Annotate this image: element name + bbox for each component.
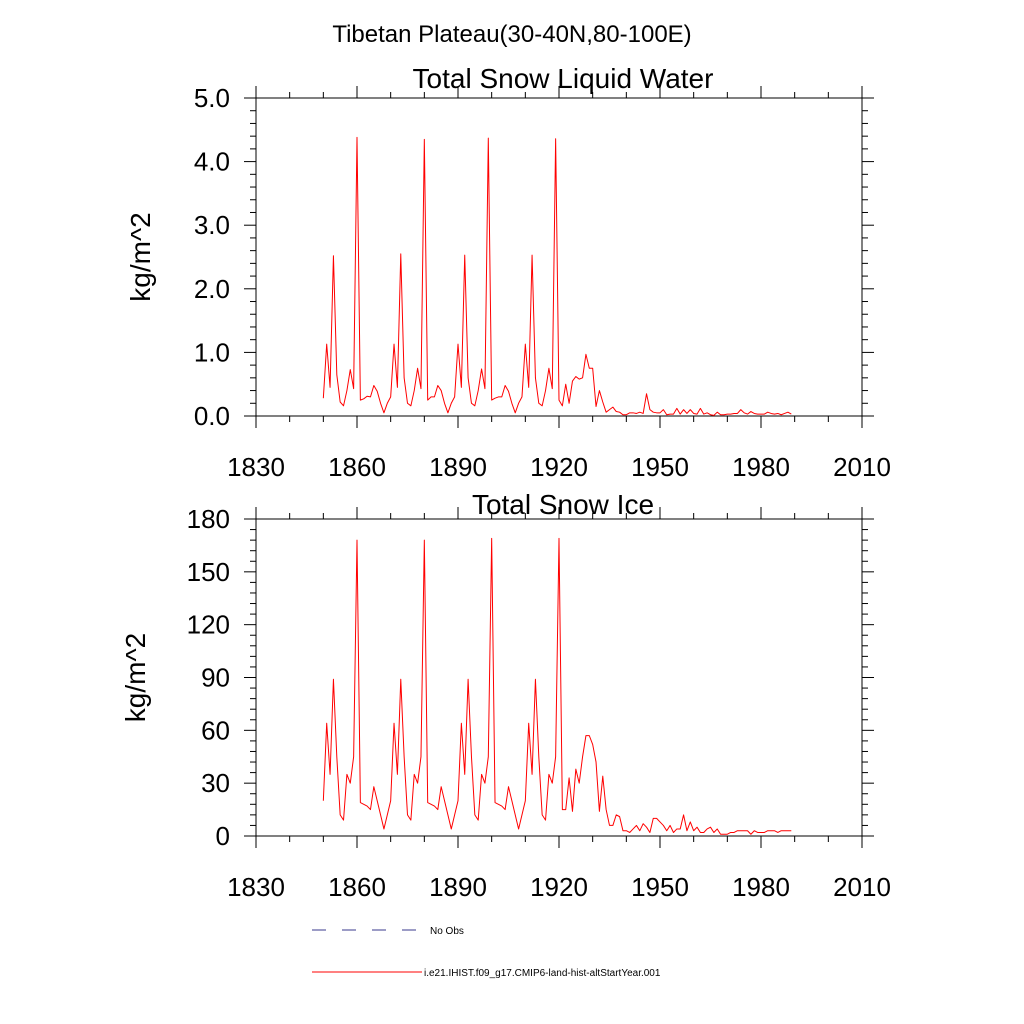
y-tick-label: 60 xyxy=(201,715,230,745)
legend-model-label: i.e21.IHIST.f09_g17.CMIP6-land-hist-altS… xyxy=(424,968,661,979)
x-tick-label: 2010 xyxy=(833,872,891,902)
x-tick-label: 1920 xyxy=(530,872,588,902)
panel-snow-ice: Total Snow Ice 1830 1860 1890 1920 1950 1980 20… xyxy=(120,489,891,902)
x-tick-label: 1890 xyxy=(429,452,487,482)
chart-title: Total Snow Liquid Water xyxy=(413,63,714,94)
y-tick-label: 3.0 xyxy=(194,210,230,240)
x-tick-label: 1860 xyxy=(328,452,386,482)
x-tick-label: 1830 xyxy=(227,872,285,902)
y-axis-label: kg/m^2 xyxy=(125,212,156,301)
y-tick-label: 90 xyxy=(201,663,230,693)
x-tick-label: 1860 xyxy=(328,872,386,902)
y-tick-label: 0.0 xyxy=(194,401,230,431)
x-tick-label: 1950 xyxy=(631,872,689,902)
x-tick-label: 1920 xyxy=(530,452,588,482)
x-tick-label: 1950 xyxy=(631,452,689,482)
series-line xyxy=(322,136,792,416)
y-tick-label: 120 xyxy=(187,610,230,640)
x-tick-label: 2010 xyxy=(833,452,891,482)
y-tick-label: 0 xyxy=(216,821,230,851)
y-tick-label: 1.0 xyxy=(194,337,230,367)
panel-snow-liquid-water: Total Snow Liquid Water 1830 1860 1890 1920 1… xyxy=(125,63,891,482)
legend: No Obs i.e21.IHIST.f09_g17.CMIP6-land-hi… xyxy=(312,926,661,979)
y-axis-label: kg/m^2 xyxy=(120,633,151,722)
page-title: Tibetan Plateau(30-40N,80-100E) xyxy=(332,21,691,48)
y-tick-label: 30 xyxy=(201,768,230,798)
chart-title: Total Snow Ice xyxy=(472,489,654,520)
y-tick-label: 5.0 xyxy=(194,83,230,113)
x-tick-label: 1980 xyxy=(732,872,790,902)
y-tick-label: 150 xyxy=(187,557,230,587)
x-tick-label: 1980 xyxy=(732,452,790,482)
legend-obs-label: No Obs xyxy=(430,926,464,937)
series-line xyxy=(322,537,792,835)
y-tick-label: 4.0 xyxy=(194,147,230,177)
x-tick-label: 1890 xyxy=(429,872,487,902)
y-tick-label: 2.0 xyxy=(194,274,230,304)
x-tick-label: 1830 xyxy=(227,452,285,482)
y-tick-label: 180 xyxy=(187,504,230,534)
